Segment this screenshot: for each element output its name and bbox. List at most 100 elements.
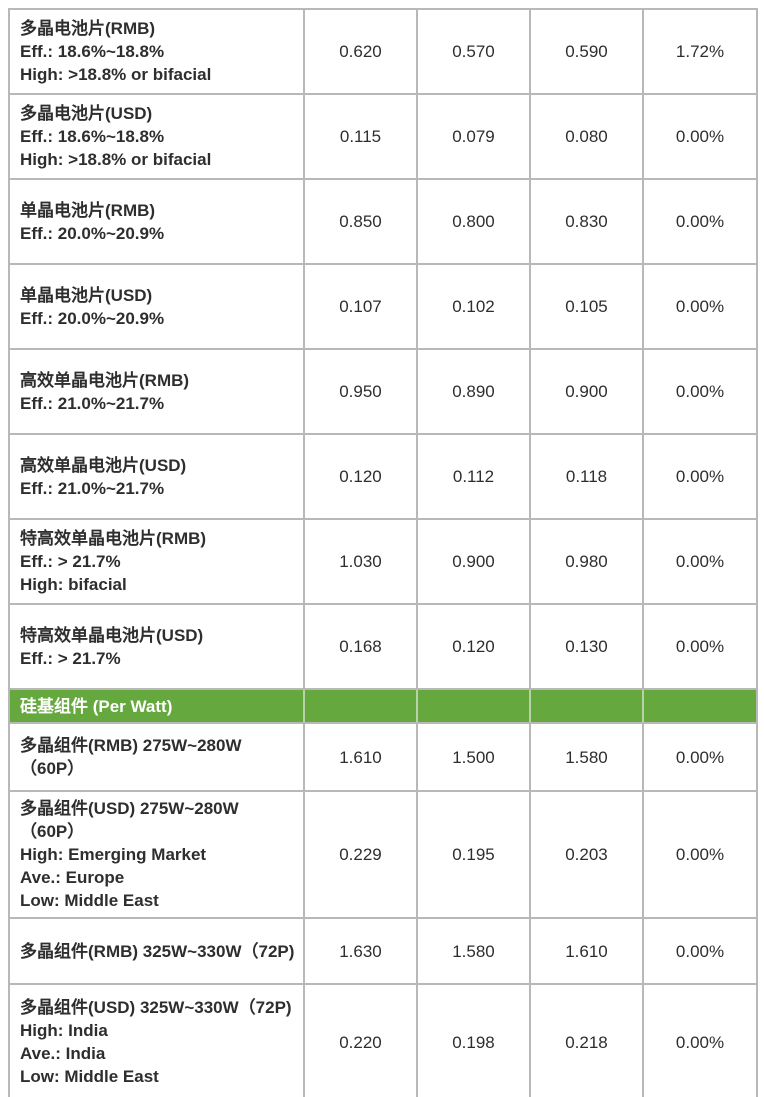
- value-cell-average: 1.610: [529, 917, 644, 985]
- value-cell-change: [642, 688, 758, 724]
- section-header-row: 硅基组件 (Per Watt): [8, 688, 758, 724]
- value-cell-average: 0.080: [529, 93, 644, 180]
- product-label-line: Ave.: India: [20, 1044, 106, 1063]
- product-label-line: Eff.: 18.6%~18.8%: [20, 42, 165, 61]
- value-cell-high: 0.107: [303, 263, 418, 350]
- product-label-line: High: >18.8% or bifacial: [20, 150, 212, 169]
- value-cell-low: 0.102: [416, 263, 531, 350]
- value-cell-low: 0.112: [416, 433, 531, 520]
- product-label-line: Eff.: > 21.7%: [20, 552, 121, 571]
- value-cell-change: 0.00%: [642, 178, 758, 265]
- value-cell-low: 1.500: [416, 722, 531, 792]
- value-cell-low: 0.890: [416, 348, 531, 435]
- value-cell-low: 0.195: [416, 790, 531, 919]
- value-cell-high: 1.630: [303, 917, 418, 985]
- value-cell-change: 0.00%: [642, 722, 758, 792]
- value-cell-change: 1.72%: [642, 8, 758, 95]
- value-cell-average: [529, 688, 644, 724]
- product-cell: 多晶电池片(USD) Eff.: 18.6%~18.8% High: >18.8% …: [8, 93, 305, 180]
- table-row: 多晶电池片(USD) Eff.: 18.6%~18.8% High: >18.8% …: [8, 93, 758, 180]
- value-cell-average: 0.218: [529, 983, 644, 1097]
- value-cell-change: 0.00%: [642, 348, 758, 435]
- product-label-line: Ave.: Europe: [20, 868, 125, 887]
- table-row: 高效单晶电池片(USD) Eff.: 21.0%~21.7% 0.120 0.11…: [8, 433, 758, 520]
- value-cell-high: 0.115: [303, 93, 418, 180]
- value-cell-average: 0.130: [529, 603, 644, 690]
- product-label-line: Low: Middle East: [20, 891, 159, 910]
- value-cell-low: 0.198: [416, 983, 531, 1097]
- value-cell-low: 0.079: [416, 93, 531, 180]
- value-cell-average: 0.980: [529, 518, 644, 605]
- value-cell-low: 1.580: [416, 917, 531, 985]
- value-cell-high: 0.850: [303, 178, 418, 265]
- product-cell: 特高效单晶电池片(RMB) Eff.: > 21.7% High: bifacial: [8, 518, 305, 605]
- product-label-line: 多晶组件(USD) 275W~280W: [20, 799, 239, 818]
- value-cell-average: 0.590: [529, 8, 644, 95]
- price-table-body: 多晶电池片(RMB) Eff.: 18.6%~18.8% High: >18.8% …: [8, 8, 758, 1097]
- value-cell-change: 0.00%: [642, 518, 758, 605]
- table-row: 特高效单晶电池片(RMB) Eff.: > 21.7% High: bifacial…: [8, 518, 758, 605]
- value-cell-low: [416, 688, 531, 724]
- product-label-line: Eff.: > 21.7%: [20, 648, 121, 668]
- product-cell: 多晶电池片(RMB) Eff.: 18.6%~18.8% High: >18.8% …: [8, 8, 305, 95]
- product-label-line: High: India: [20, 1021, 108, 1040]
- product-label-line: 高效单晶电池片(USD): [20, 455, 187, 475]
- value-cell-average: 0.105: [529, 263, 644, 350]
- table-row: 特高效单晶电池片(USD) Eff.: > 21.7% 0.168 0.120 0…: [8, 603, 758, 690]
- product-cell: 单晶电池片(USD) Eff.: 20.0%~20.9%: [8, 263, 305, 350]
- table-row: 多晶组件(USD) 325W~330W（72P) High: India Ave.:…: [8, 983, 758, 1097]
- product-label-line: 多晶电池片(USD): [20, 104, 153, 123]
- product-label-line: Eff.: 21.0%~21.7%: [20, 393, 165, 413]
- pv-price-table: 多晶电池片(RMB) Eff.: 18.6%~18.8% High: >18.8% …: [8, 8, 758, 1097]
- product-label-line: High: bifacial: [20, 575, 127, 594]
- value-cell-change: 0.00%: [642, 983, 758, 1097]
- table-row: 单晶电池片(RMB) Eff.: 20.0%~20.9% 0.850 0.800 …: [8, 178, 758, 265]
- table-row: 多晶组件(RMB) 325W~330W（72P) 1.630 1.580 1.6…: [8, 917, 758, 985]
- value-cell-low: 0.900: [416, 518, 531, 605]
- value-cell-low: 0.570: [416, 8, 531, 95]
- product-label-line: Eff.: 20.0%~20.9%: [20, 223, 165, 243]
- product-cell: 高效单晶电池片(RMB) Eff.: 21.0%~21.7%: [8, 348, 305, 435]
- product-label-line: （60P）: [20, 759, 85, 778]
- value-cell-low: 0.120: [416, 603, 531, 690]
- product-label-line: 特高效单晶电池片(USD): [20, 625, 204, 645]
- product-label-line: Eff.: 20.0%~20.9%: [20, 308, 165, 328]
- product-label-line: Eff.: 21.0%~21.7%: [20, 478, 165, 498]
- product-label-line: 单晶电池片(RMB): [20, 200, 156, 220]
- table-row: 单晶电池片(USD) Eff.: 20.0%~20.9% 0.107 0.102 …: [8, 263, 758, 350]
- value-cell-high: 1.610: [303, 722, 418, 792]
- table-row: 高效单晶电池片(RMB) Eff.: 21.0%~21.7% 0.950 0.89…: [8, 348, 758, 435]
- product-label-line: 多晶电池片(RMB): [20, 19, 156, 38]
- value-cell-average: 0.118: [529, 433, 644, 520]
- product-cell: 特高效单晶电池片(USD) Eff.: > 21.7%: [8, 603, 305, 690]
- value-cell-high: 0.620: [303, 8, 418, 95]
- product-label-line: 单晶电池片(USD): [20, 285, 153, 305]
- value-cell-high: 1.030: [303, 518, 418, 605]
- value-cell-change: 0.00%: [642, 790, 758, 919]
- value-cell-high: 0.120: [303, 433, 418, 520]
- value-cell-average: 0.830: [529, 178, 644, 265]
- table-row: 多晶组件(RMB) 275W~280W （60P） 1.610 1.500 1.5…: [8, 722, 758, 792]
- value-cell-high: 0.229: [303, 790, 418, 919]
- product-label-line: 多晶组件(USD) 325W~330W（72P): [20, 998, 292, 1017]
- product-label-line: Eff.: 18.6%~18.8%: [20, 127, 165, 146]
- product-label-line: 多晶组件(RMB) 275W~280W: [20, 736, 242, 755]
- product-cell: 多晶组件(USD) 275W~280W （60P） High: Emerging M…: [8, 790, 305, 919]
- value-cell-change: 0.00%: [642, 917, 758, 985]
- value-cell-high: 0.950: [303, 348, 418, 435]
- product-label-line: 多晶组件(RMB) 325W~330W（72P): [20, 941, 295, 961]
- product-cell: 高效单晶电池片(USD) Eff.: 21.0%~21.7%: [8, 433, 305, 520]
- value-cell-change: 0.00%: [642, 603, 758, 690]
- product-label-line: High: Emerging Market: [20, 845, 207, 864]
- product-label-line: Low: Middle East: [20, 1067, 159, 1086]
- product-cell: 多晶组件(RMB) 325W~330W（72P): [8, 917, 305, 985]
- value-cell-average: 0.203: [529, 790, 644, 919]
- product-label-line: 特高效单晶电池片(RMB): [20, 529, 207, 548]
- value-cell-high: 0.168: [303, 603, 418, 690]
- value-cell-change: 0.00%: [642, 263, 758, 350]
- value-cell-average: 0.900: [529, 348, 644, 435]
- table-row: 多晶组件(USD) 275W~280W （60P） High: Emerging M…: [8, 790, 758, 919]
- value-cell-change: 0.00%: [642, 433, 758, 520]
- value-cell-high: 0.220: [303, 983, 418, 1097]
